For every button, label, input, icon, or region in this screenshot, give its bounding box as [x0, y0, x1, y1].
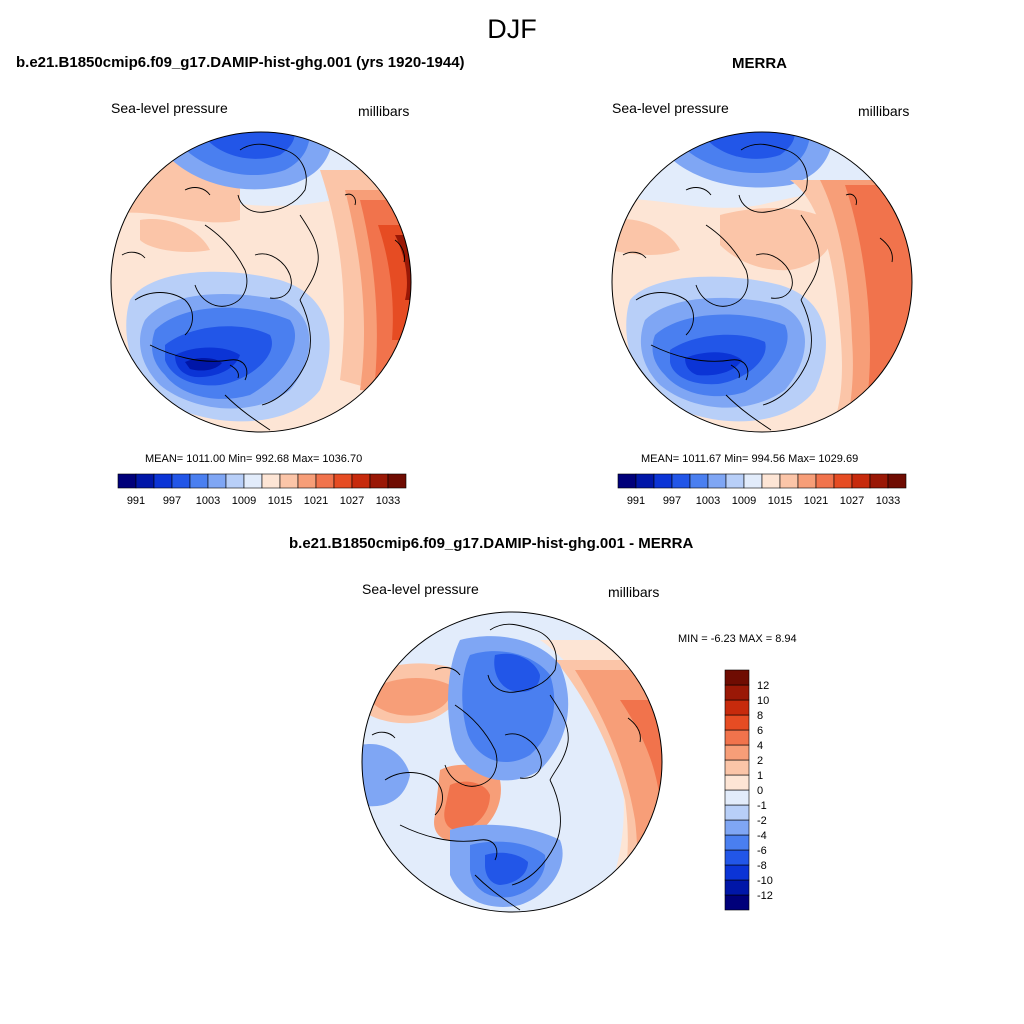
colorbar-swatch	[724, 699, 750, 716]
colorbar-swatch	[725, 473, 745, 489]
colorbar-swatch	[724, 774, 750, 791]
colorbar-tick: 1027	[339, 495, 365, 507]
colorbar-swatch	[724, 834, 750, 851]
colorbar-tick: -10	[757, 875, 773, 887]
colorbar-swatch	[297, 473, 317, 489]
colorbar-tick: 1	[757, 770, 764, 782]
colorbar-swatch	[724, 729, 750, 746]
colorbar-swatch	[815, 473, 835, 489]
obs-units-label: millibars	[858, 103, 910, 119]
colorbar-tick: 991	[626, 495, 646, 507]
colorbar-tick: 1033	[875, 495, 901, 507]
colorbar-swatch	[724, 804, 750, 821]
colorbar-swatch	[869, 473, 889, 489]
colorbar-swatch	[761, 473, 781, 489]
colorbar-swatch	[833, 473, 853, 489]
colorbar-swatch	[887, 473, 907, 489]
colorbar-swatch	[635, 473, 655, 489]
colorbar-swatch	[724, 789, 750, 806]
diff-colorbar	[724, 669, 750, 911]
model-colorbar	[117, 473, 407, 489]
colorbar-tick: 997	[162, 495, 182, 507]
diff-units-label: millibars	[608, 584, 660, 600]
colorbar-swatch	[243, 473, 263, 489]
colorbar-swatch	[207, 473, 227, 489]
obs-variable-label: Sea-level pressure	[612, 100, 729, 116]
colorbar-swatch	[387, 473, 407, 489]
colorbar-tick: 1021	[303, 495, 329, 507]
colorbar-tick: 6	[757, 725, 764, 737]
model-variable-label: Sea-level pressure	[111, 100, 228, 116]
colorbar-tick: -6	[757, 845, 767, 857]
colorbar-tick: 12	[757, 680, 770, 692]
colorbar-swatch	[153, 473, 173, 489]
colorbar-swatch	[135, 473, 155, 489]
model-polar-map	[110, 131, 412, 433]
colorbar-swatch	[617, 473, 637, 489]
colorbar-tick: 991	[126, 495, 146, 507]
colorbar-tick: -8	[757, 860, 767, 872]
model-stats: MEAN= 1011.00 Min= 992.68 Max= 1036.70	[145, 453, 363, 465]
figure-title: DJF	[487, 14, 537, 44]
colorbar-swatch	[724, 759, 750, 776]
colorbar-swatch	[351, 473, 371, 489]
colorbar-tick: -1	[757, 800, 767, 812]
colorbar-swatch	[117, 473, 137, 489]
colorbar-swatch	[724, 684, 750, 701]
obs-panel-title: MERRA	[732, 55, 787, 72]
colorbar-tick: 1027	[839, 495, 865, 507]
colorbar-swatch	[724, 849, 750, 866]
colorbar-swatch	[279, 473, 299, 489]
diff-polar-map	[361, 611, 663, 913]
colorbar-swatch	[261, 473, 281, 489]
colorbar-swatch	[724, 744, 750, 761]
colorbar-swatch	[315, 473, 335, 489]
obs-polar-map	[611, 131, 913, 433]
diff-stats: MIN = -6.23 MAX = 8.94	[678, 633, 797, 645]
colorbar-tick: 1009	[231, 495, 257, 507]
diff-panel-title: b.e21.B1850cmip6.f09_g17.DAMIP-hist-ghg.…	[289, 535, 694, 552]
colorbar-swatch	[797, 473, 817, 489]
colorbar-tick: 10	[757, 695, 770, 707]
colorbar-swatch	[724, 894, 750, 911]
colorbar-swatch	[724, 864, 750, 881]
model-panel-title: b.e21.B1850cmip6.f09_g17.DAMIP-hist-ghg.…	[16, 54, 465, 71]
colorbar-tick: 1003	[195, 495, 221, 507]
colorbar-swatch	[743, 473, 763, 489]
colorbar-tick: 4	[757, 740, 764, 752]
colorbar-swatch	[851, 473, 871, 489]
colorbar-swatch	[724, 879, 750, 896]
colorbar-swatch	[225, 473, 245, 489]
colorbar-swatch	[689, 473, 709, 489]
colorbar-tick: 1015	[767, 495, 793, 507]
colorbar-swatch	[333, 473, 353, 489]
colorbar-tick: 1021	[803, 495, 829, 507]
obs-colorbar	[617, 473, 907, 489]
colorbar-swatch	[369, 473, 389, 489]
diff-variable-label: Sea-level pressure	[362, 581, 479, 597]
colorbar-tick: -12	[757, 890, 773, 902]
colorbar-swatch	[189, 473, 209, 489]
colorbar-tick: 1009	[731, 495, 757, 507]
colorbar-tick: 1003	[695, 495, 721, 507]
colorbar-tick: 1033	[375, 495, 401, 507]
colorbar-swatch	[779, 473, 799, 489]
colorbar-swatch	[653, 473, 673, 489]
colorbar-tick: -2	[757, 815, 767, 827]
model-units-label: millibars	[358, 103, 410, 119]
colorbar-swatch	[724, 669, 750, 686]
colorbar-swatch	[671, 473, 691, 489]
colorbar-tick: 997	[662, 495, 682, 507]
colorbar-swatch	[707, 473, 727, 489]
colorbar-swatch	[724, 714, 750, 731]
colorbar-tick: 2	[757, 755, 764, 767]
colorbar-swatch	[171, 473, 191, 489]
colorbar-tick: 8	[757, 710, 764, 722]
colorbar-swatch	[724, 819, 750, 836]
colorbar-tick: -4	[757, 830, 767, 842]
colorbar-tick: 1015	[267, 495, 293, 507]
colorbar-tick: 0	[757, 785, 764, 797]
obs-stats: MEAN= 1011.67 Min= 994.56 Max= 1029.69	[641, 453, 859, 465]
